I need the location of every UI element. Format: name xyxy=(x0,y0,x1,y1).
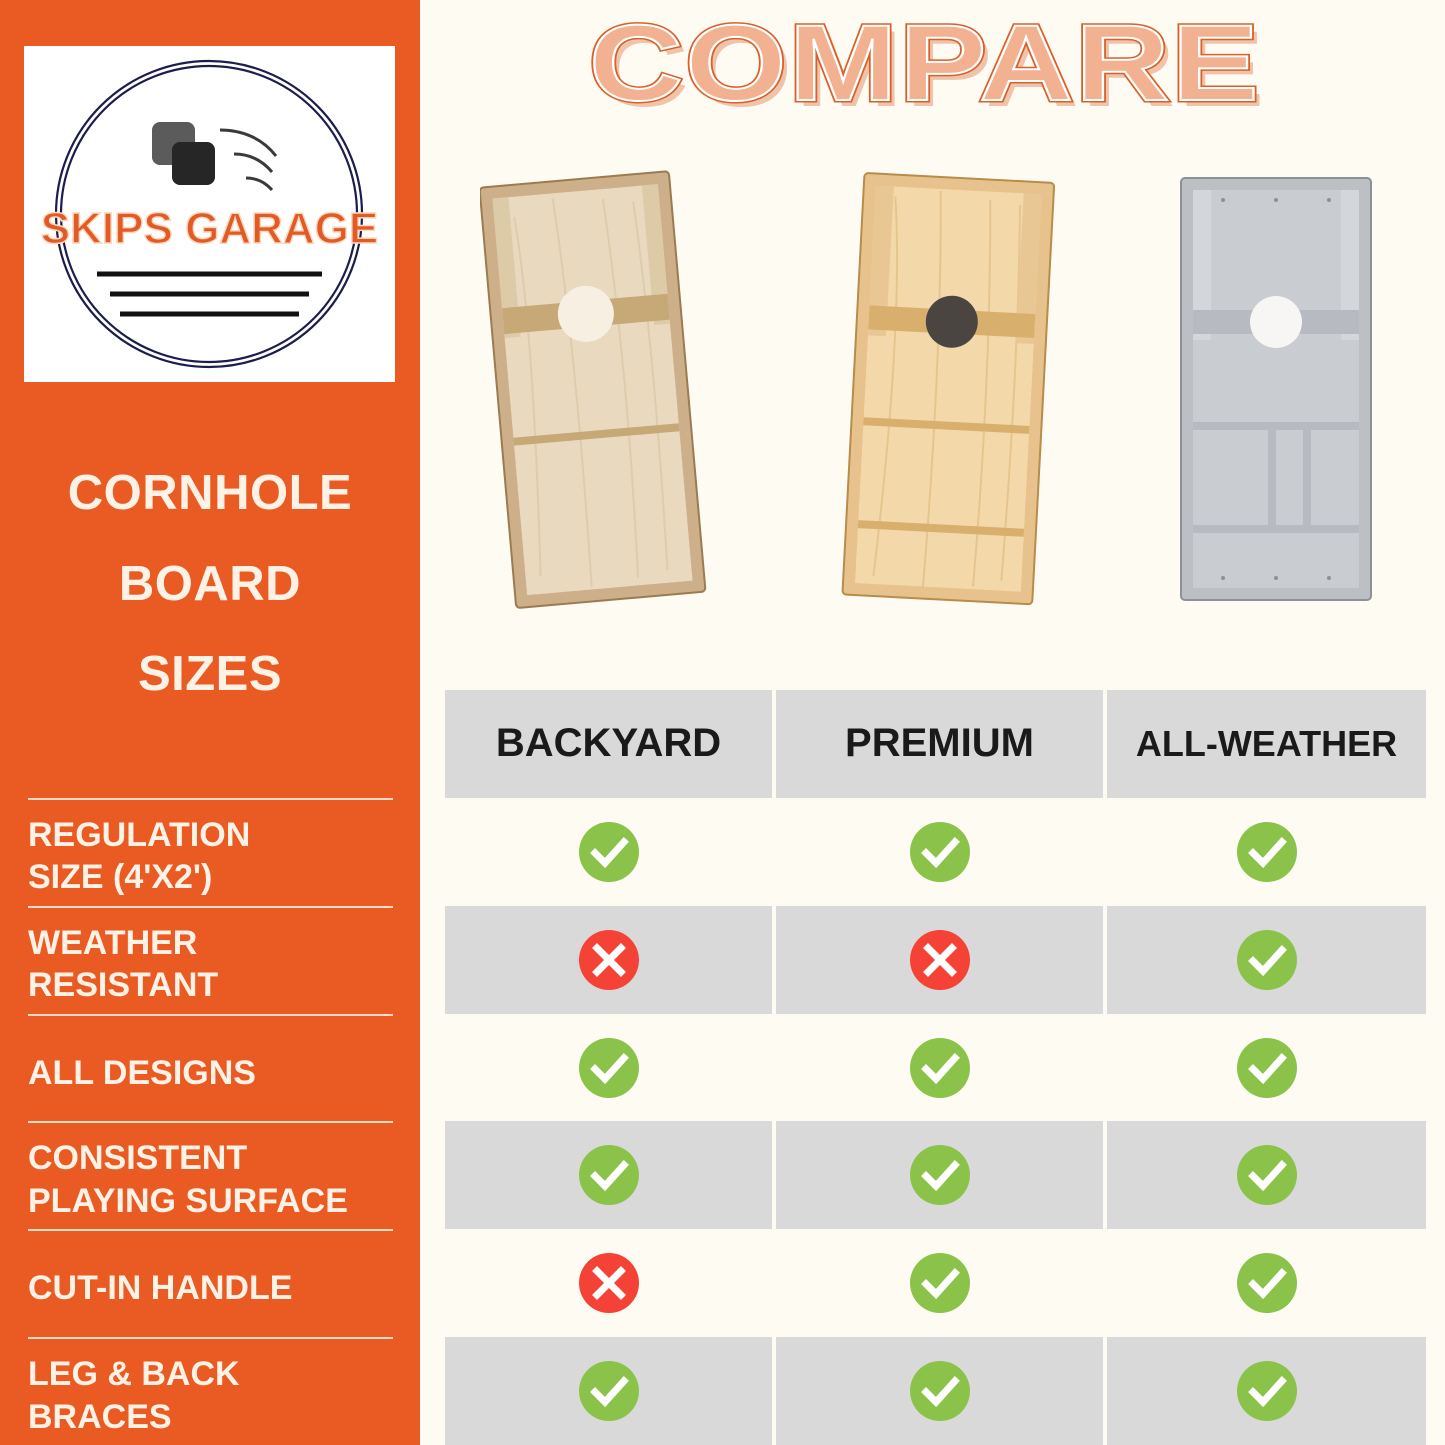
svg-text:COMPARE: COMPARE xyxy=(589,8,1261,123)
